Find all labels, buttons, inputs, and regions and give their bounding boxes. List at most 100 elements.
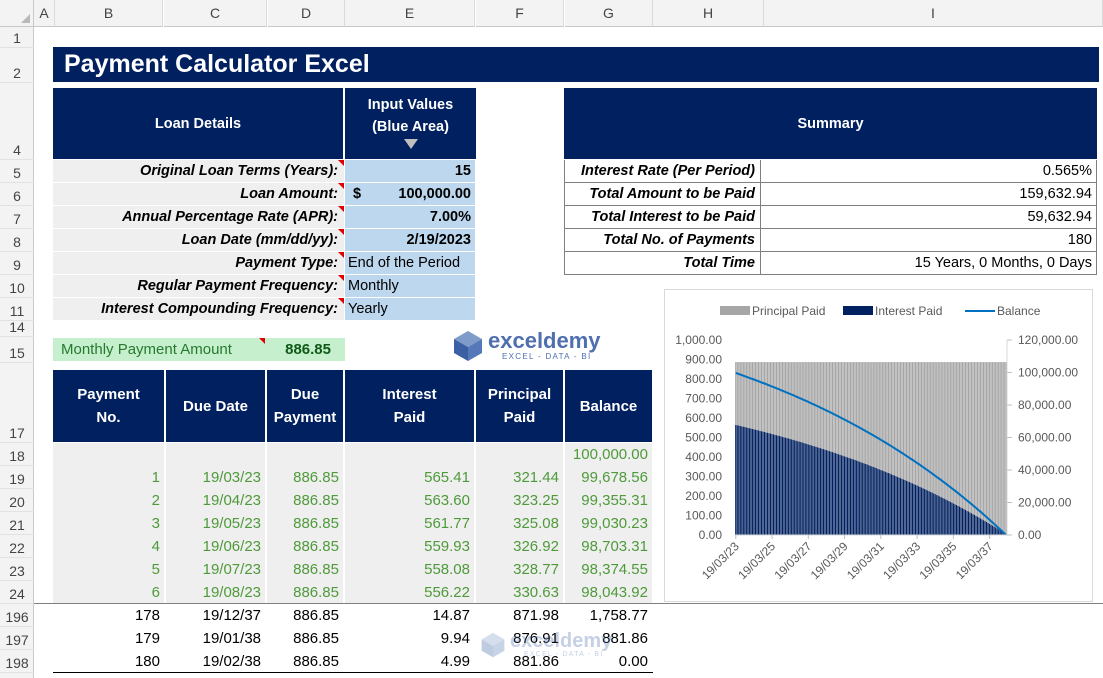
schedule-cell-due-date[interactable]: 19/03/23 (166, 466, 265, 489)
schedule-cell[interactable] (345, 443, 474, 466)
schedule-cell-payment-no[interactable]: 178 (134, 607, 160, 624)
schedule-cell-principal-paid[interactable]: 323.25 (476, 489, 563, 512)
row-header-9[interactable]: 9 (0, 252, 34, 275)
schedule-cell-due-payment[interactable]: 886.85 (267, 558, 343, 581)
schedule-cell-interest-paid[interactable]: 559.93 (345, 535, 474, 558)
column-header-a[interactable]: A (34, 0, 55, 27)
schedule-cell-interest-paid[interactable]: 556.22 (345, 581, 474, 604)
loan-input-cell[interactable]: 2/19/2023 (345, 229, 475, 252)
schedule-cell-interest-paid[interactable]: 14.87 (432, 607, 470, 624)
column-header-i[interactable]: I (764, 0, 1103, 27)
schedule-cell-balance[interactable]: 99,678.56 (565, 466, 652, 489)
schedule-cell-payment-no[interactable]: 180 (134, 653, 160, 670)
row-header-18[interactable]: 18 (0, 443, 34, 466)
schedule-cell-interest-paid[interactable]: 565.41 (345, 466, 474, 489)
schedule-cell[interactable]: 100,000.00 (565, 443, 652, 466)
row-header-8[interactable]: 8 (0, 229, 34, 252)
row-header-23[interactable]: 23 (0, 558, 34, 581)
summary-value-cell[interactable]: 0.565% (761, 160, 1097, 183)
column-header-d[interactable]: D (268, 0, 345, 27)
row-header-11[interactable]: 11 (0, 298, 34, 321)
row-header-15[interactable]: 15 (0, 337, 34, 363)
schedule-cell-principal-paid[interactable]: 328.77 (476, 558, 563, 581)
loan-chart[interactable]: Principal Paid Interest Paid Balance 1,000… (664, 289, 1093, 602)
row-header-20[interactable]: 20 (0, 489, 34, 512)
row-header-17[interactable]: 17 (0, 363, 34, 443)
schedule-cell-balance[interactable]: 98,374.55 (565, 558, 652, 581)
summary-value-cell[interactable]: 159,632.94 (761, 183, 1097, 206)
monthly-payment-box[interactable]: Monthly Payment Amount 886.85 (53, 338, 345, 361)
loan-input-cell[interactable]: End of the Period (345, 252, 475, 275)
schedule-cell-balance[interactable]: 98,703.31 (565, 535, 652, 558)
row-header-4[interactable]: 4 (0, 83, 34, 160)
schedule-cell-due-payment[interactable]: 886.85 (267, 489, 343, 512)
schedule-cell-interest-paid[interactable]: 9.94 (440, 630, 470, 647)
column-header-e[interactable]: E (345, 0, 475, 27)
schedule-cell[interactable] (53, 443, 164, 466)
row-header-6[interactable]: 6 (0, 183, 34, 206)
loan-input-cell[interactable]: Monthly (345, 275, 475, 298)
schedule-cell-principal-paid[interactable]: 881.86 (513, 653, 559, 670)
schedule-cell-payment-no[interactable]: 4 (53, 535, 164, 558)
schedule-cell-due-payment[interactable]: 886.85 (267, 466, 343, 489)
schedule-cell-payment-no[interactable]: 179 (134, 630, 160, 647)
row-header-5[interactable]: 5 (0, 160, 34, 183)
schedule-cell-principal-paid[interactable]: 321.44 (476, 466, 563, 489)
row-header-14[interactable]: 14 (0, 319, 34, 337)
row-header-198[interactable]: 198 (0, 650, 34, 673)
row-header-2[interactable]: 2 (0, 48, 34, 83)
schedule-cell-interest-paid[interactable]: 4.99 (440, 653, 470, 670)
column-header-b[interactable]: B (55, 0, 163, 27)
schedule-cell-due-date[interactable]: 19/07/23 (166, 558, 265, 581)
row-header-7[interactable]: 7 (0, 206, 34, 229)
schedule-cell-interest-paid[interactable]: 558.08 (345, 558, 474, 581)
schedule-cell[interactable] (267, 443, 343, 466)
row-header-21[interactable]: 21 (0, 512, 34, 535)
schedule-cell-payment-no[interactable]: 3 (53, 512, 164, 535)
schedule-cell-principal-paid[interactable]: 325.08 (476, 512, 563, 535)
schedule-cell-payment-no[interactable]: 1 (53, 466, 164, 489)
schedule-cell-due-date[interactable]: 19/01/38 (202, 630, 261, 647)
schedule-cell-due-date[interactable]: 19/02/38 (202, 653, 261, 670)
schedule-cell-balance[interactable]: 99,030.23 (565, 512, 652, 535)
loan-input-cell[interactable]: $100,000.00 (345, 183, 475, 206)
row-header-22[interactable]: 22 (0, 535, 34, 558)
schedule-cell-principal-paid[interactable]: 876.91 (513, 630, 559, 647)
schedule-cell-balance[interactable]: 1,758.77 (589, 607, 648, 624)
schedule-cell-balance[interactable]: 0.00 (618, 653, 648, 670)
loan-input-cell[interactable]: 15 (345, 160, 475, 183)
schedule-cell-balance[interactable]: 881.86 (602, 630, 648, 647)
row-header-10[interactable]: 10 (0, 275, 34, 298)
row-header-24[interactable]: 24 (0, 581, 34, 604)
row-header-197[interactable]: 197 (0, 627, 34, 650)
row-header-1[interactable]: 1 (0, 27, 34, 48)
loan-input-cell[interactable]: 7.00% (345, 206, 475, 229)
schedule-cell-due-payment[interactable]: 886.85 (293, 630, 339, 647)
schedule-cell-balance[interactable]: 99,355.31 (565, 489, 652, 512)
schedule-cell-principal-paid[interactable]: 326.92 (476, 535, 563, 558)
schedule-cell[interactable] (166, 443, 265, 466)
summary-value-cell[interactable]: 180 (761, 229, 1097, 252)
schedule-cell-due-date[interactable]: 19/06/23 (166, 535, 265, 558)
schedule-cell-balance[interactable]: 98,043.92 (565, 581, 652, 604)
schedule-cell-due-payment[interactable]: 886.85 (267, 512, 343, 535)
schedule-cell-due-date[interactable]: 19/04/23 (166, 489, 265, 512)
schedule-cell-principal-paid[interactable]: 871.98 (513, 607, 559, 624)
loan-input-cell[interactable]: Yearly (345, 298, 475, 321)
schedule-cell-due-payment[interactable]: 886.85 (293, 607, 339, 624)
schedule-cell-due-date[interactable]: 19/08/23 (166, 581, 265, 604)
schedule-cell-due-date[interactable]: 19/12/37 (202, 607, 261, 624)
schedule-cell-principal-paid[interactable]: 330.63 (476, 581, 563, 604)
schedule-cell-payment-no[interactable]: 2 (53, 489, 164, 512)
schedule-cell-due-date[interactable]: 19/05/23 (166, 512, 265, 535)
schedule-cell-interest-paid[interactable]: 563.60 (345, 489, 474, 512)
schedule-cell-due-payment[interactable]: 886.85 (267, 581, 343, 604)
schedule-cell-interest-paid[interactable]: 561.77 (345, 512, 474, 535)
row-header-19[interactable]: 19 (0, 466, 34, 489)
schedule-cell-payment-no[interactable]: 6 (53, 581, 164, 604)
column-header-g[interactable]: G (565, 0, 653, 27)
column-header-c[interactable]: C (164, 0, 267, 27)
row-header-196[interactable]: 196 (0, 604, 34, 627)
column-header-h[interactable]: H (653, 0, 764, 27)
schedule-cell-payment-no[interactable]: 5 (53, 558, 164, 581)
